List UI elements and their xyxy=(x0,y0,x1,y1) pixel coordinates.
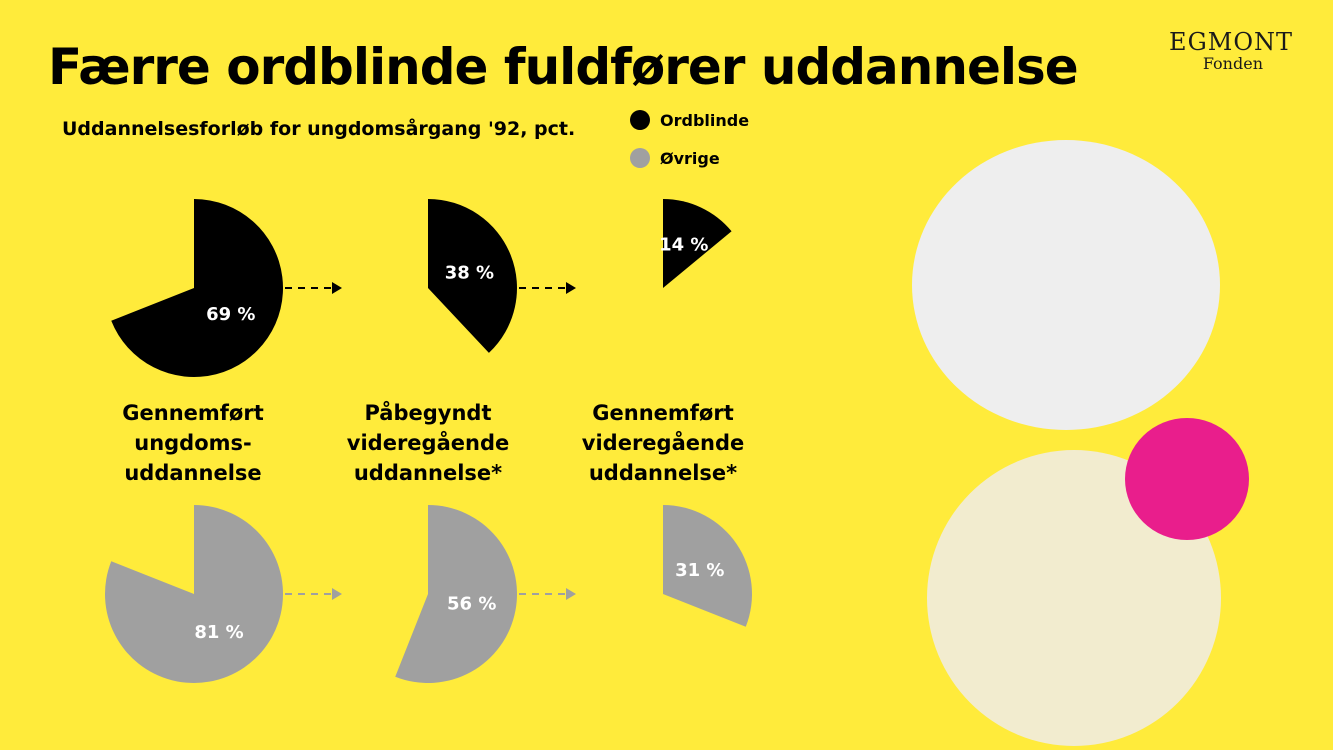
stage-label-2-line2: videregående xyxy=(346,431,510,455)
arrow-head-ordblinde-2 xyxy=(566,282,576,294)
pie-slice-ordblinde-1 xyxy=(111,199,284,377)
stage-label-1-line1: Gennemført xyxy=(122,401,264,425)
pie-slice-ordblinde-2 xyxy=(428,199,517,353)
pie-slice-ovrige-2 xyxy=(395,504,518,683)
decorative-pink-circle xyxy=(1125,418,1249,540)
stage-label-2-line3: uddannelse* xyxy=(353,461,503,485)
pie-slice-ordblinde-3 xyxy=(663,199,732,288)
data-label-ordblinde-1: 69 % xyxy=(206,304,255,325)
stage-label-3-line1: Gennemført xyxy=(592,401,734,425)
stage-label-2: Påbegyndt videregående uddannelse* xyxy=(323,398,533,488)
logo-brand: EGMONT xyxy=(1169,28,1293,56)
data-label-ordblinde-2: 38 % xyxy=(445,263,494,284)
stage-label-2-line1: Påbegyndt xyxy=(364,401,492,425)
egmont-fonden-logo: EGMONT Fonden xyxy=(1169,28,1293,73)
pie-slice-ovrige-1 xyxy=(105,505,284,683)
pie-slice-ovrige-3 xyxy=(663,505,752,627)
arrow-head-ovrige-1 xyxy=(332,588,342,600)
legend-label-ordblinde: Ordblinde xyxy=(660,110,750,130)
legend-swatch-ovrige xyxy=(630,148,650,168)
chart-title: Færre ordblinde fuldfører uddannelse xyxy=(48,38,1079,96)
data-label-ordblinde-3: 14 % xyxy=(659,235,708,256)
arrow-head-ovrige-2 xyxy=(566,588,576,600)
logo-sub: Fonden xyxy=(1202,54,1263,73)
stage-label-3-line2: videregående xyxy=(581,431,745,455)
chart-subtitle: Uddannelsesforløb for ungdomsårgang '92,… xyxy=(62,118,576,140)
stage-label-3: Gennemført videregående uddannelse* xyxy=(558,398,768,488)
stage-label-1-line3: uddannelse xyxy=(124,461,262,485)
legend-swatch-ordblinde xyxy=(630,110,650,130)
legend-item-ovrige: Øvrige xyxy=(630,148,720,168)
data-label-ovrige-1: 81 % xyxy=(194,622,243,643)
decorative-grey-circle xyxy=(912,140,1220,430)
data-label-ovrige-3: 31 % xyxy=(675,560,724,581)
legend-label-ovrige: Øvrige xyxy=(660,148,720,168)
legend-item-ordblinde: Ordblinde xyxy=(630,110,749,130)
stage-label-3-line3: uddannelse* xyxy=(588,461,738,485)
arrow-head-ordblinde-1 xyxy=(332,282,342,294)
stage-label-1-line2: ungdoms- xyxy=(134,431,252,455)
data-label-ovrige-2: 56 % xyxy=(447,593,496,614)
stage-label-1: Gennemført ungdoms- uddannelse xyxy=(88,398,298,488)
